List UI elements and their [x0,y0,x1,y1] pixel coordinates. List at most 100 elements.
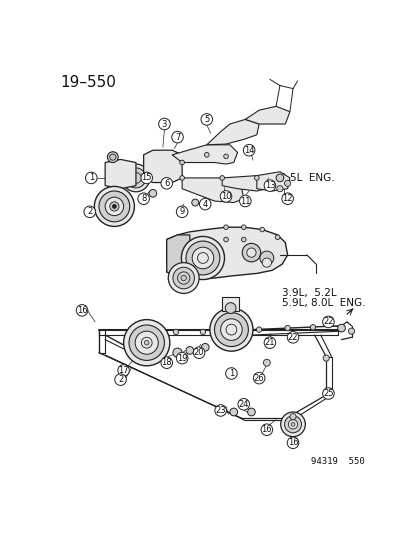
Circle shape [180,276,186,281]
Text: 5: 5 [204,115,209,124]
Circle shape [94,187,134,227]
Text: 12: 12 [282,194,292,203]
Text: 11: 11 [240,197,250,206]
Circle shape [138,193,149,205]
Circle shape [201,114,212,125]
Polygon shape [206,119,259,145]
Text: 13: 13 [264,181,275,190]
Circle shape [173,267,194,289]
Circle shape [214,405,226,416]
Circle shape [109,202,119,211]
Circle shape [337,324,344,332]
Circle shape [223,225,228,230]
Circle shape [290,422,294,426]
Circle shape [76,304,88,316]
Circle shape [144,341,149,345]
Circle shape [247,408,255,416]
Polygon shape [256,172,289,191]
Text: 19–550: 19–550 [60,75,116,90]
Circle shape [214,313,248,346]
Circle shape [176,206,188,217]
Text: 25: 25 [323,389,333,398]
Circle shape [259,227,264,232]
Circle shape [287,332,298,343]
Circle shape [181,237,224,280]
Circle shape [200,329,205,335]
Circle shape [241,225,245,230]
Polygon shape [105,159,135,189]
Circle shape [254,175,259,180]
Circle shape [129,325,164,360]
Circle shape [158,118,170,130]
Circle shape [275,235,279,239]
Circle shape [246,248,256,257]
Circle shape [281,193,293,205]
Circle shape [135,331,158,354]
Circle shape [84,206,95,217]
Text: 2: 2 [87,207,92,216]
Polygon shape [172,145,237,164]
Circle shape [310,325,315,330]
Circle shape [239,195,250,207]
Circle shape [322,387,333,399]
Text: 4: 4 [202,199,207,208]
Circle shape [284,416,301,433]
Text: 3: 3 [161,119,167,128]
Text: 6: 6 [164,179,169,188]
Circle shape [168,263,199,294]
Circle shape [109,154,116,160]
Text: 20: 20 [193,348,204,357]
Circle shape [126,168,146,188]
Circle shape [322,316,333,328]
Circle shape [259,251,273,265]
Circle shape [220,191,231,202]
Text: 1: 1 [88,173,94,182]
Circle shape [114,374,126,385]
Circle shape [192,247,213,269]
Circle shape [107,152,118,163]
Text: 5.9L, 8.0L  ENG.: 5.9L, 8.0L ENG. [282,297,365,308]
Text: 2.5L  ENG.: 2.5L ENG. [279,173,334,183]
Circle shape [185,241,219,275]
Circle shape [99,191,129,222]
Polygon shape [182,178,243,203]
Text: 22: 22 [287,333,297,342]
Text: 2: 2 [118,375,123,384]
Circle shape [204,152,209,157]
Text: 3.9L,  5.2L: 3.9L, 5.2L [282,288,336,298]
Circle shape [288,419,297,429]
Circle shape [118,365,129,376]
Text: 26: 26 [253,374,264,383]
Circle shape [241,237,245,242]
Circle shape [287,437,298,449]
Circle shape [219,175,224,180]
Text: 21: 21 [264,338,275,347]
Circle shape [179,175,184,180]
Circle shape [223,237,228,242]
Text: 94319  550: 94319 550 [310,457,364,466]
Circle shape [85,172,97,184]
Circle shape [220,319,242,341]
Circle shape [105,197,123,216]
Circle shape [261,424,272,435]
Polygon shape [244,106,289,124]
Circle shape [193,347,204,359]
Circle shape [253,373,264,384]
Circle shape [149,189,157,197]
Text: 16: 16 [76,306,87,315]
Text: 7: 7 [174,133,180,142]
Circle shape [280,412,305,437]
Polygon shape [166,227,287,280]
Circle shape [191,199,198,206]
Circle shape [284,325,290,331]
Circle shape [263,180,275,191]
Polygon shape [143,150,182,182]
Circle shape [171,131,183,143]
Circle shape [225,303,235,313]
Circle shape [225,368,237,379]
Circle shape [209,308,252,351]
Circle shape [284,180,290,187]
Circle shape [140,172,152,184]
Text: 17: 17 [118,366,128,375]
Circle shape [256,327,261,332]
